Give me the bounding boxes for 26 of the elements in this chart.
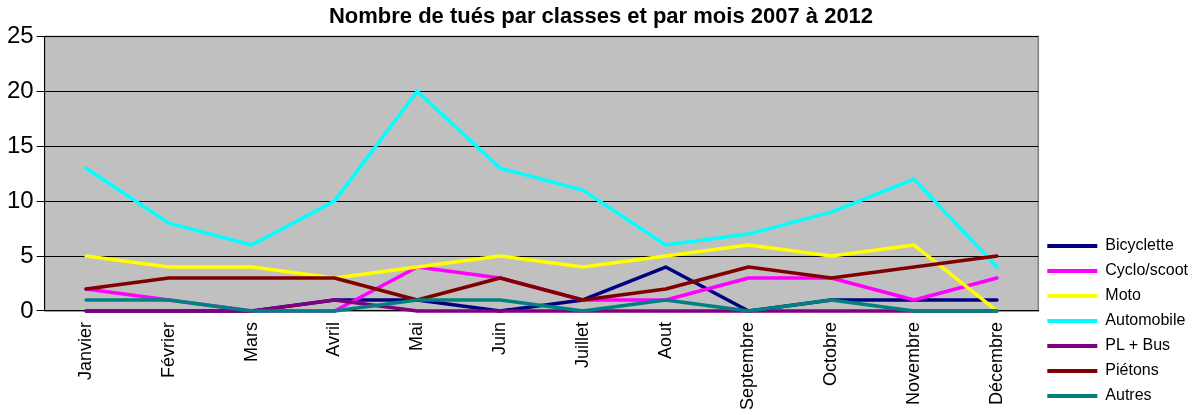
x-tick-label: Mai (406, 321, 427, 351)
x-tick-label: Novembre (903, 321, 924, 405)
x-tick-label: Février (157, 321, 178, 378)
y-tick-label: 20 (6, 75, 34, 103)
x-tick-label: Octobre (820, 321, 841, 386)
x-tick-label: Juin (489, 321, 510, 355)
legend-label: Piétons (1105, 361, 1159, 379)
x-tick-label: Septembre (737, 321, 758, 411)
legend-label: PL + Bus (1105, 336, 1171, 354)
x-tick-label: Avril (323, 321, 344, 357)
x-tick-label: Aout (654, 321, 675, 359)
x-tick-label: Mars (240, 321, 261, 362)
y-tick-label: 25 (6, 21, 34, 49)
x-tick-label: Décembre (985, 321, 1006, 405)
y-tick-label: 0 (20, 295, 34, 323)
x-tick-label: Janvier (75, 321, 96, 380)
y-tick-label: 5 (20, 240, 34, 268)
chart-title: Nombre de tués par classes et par mois 2007 à 2012 (328, 3, 874, 29)
legend-label: Automobile (1105, 311, 1186, 329)
legend-label: Moto (1105, 286, 1141, 304)
legend-label: Cyclo/scoot (1105, 261, 1189, 279)
y-tick-label: 15 (6, 130, 34, 158)
legend-label: Bicyclette (1105, 236, 1174, 254)
legend-label: Autres (1105, 386, 1152, 404)
x-tick-label: Juillet (571, 321, 592, 368)
y-tick-label: 10 (6, 185, 34, 213)
